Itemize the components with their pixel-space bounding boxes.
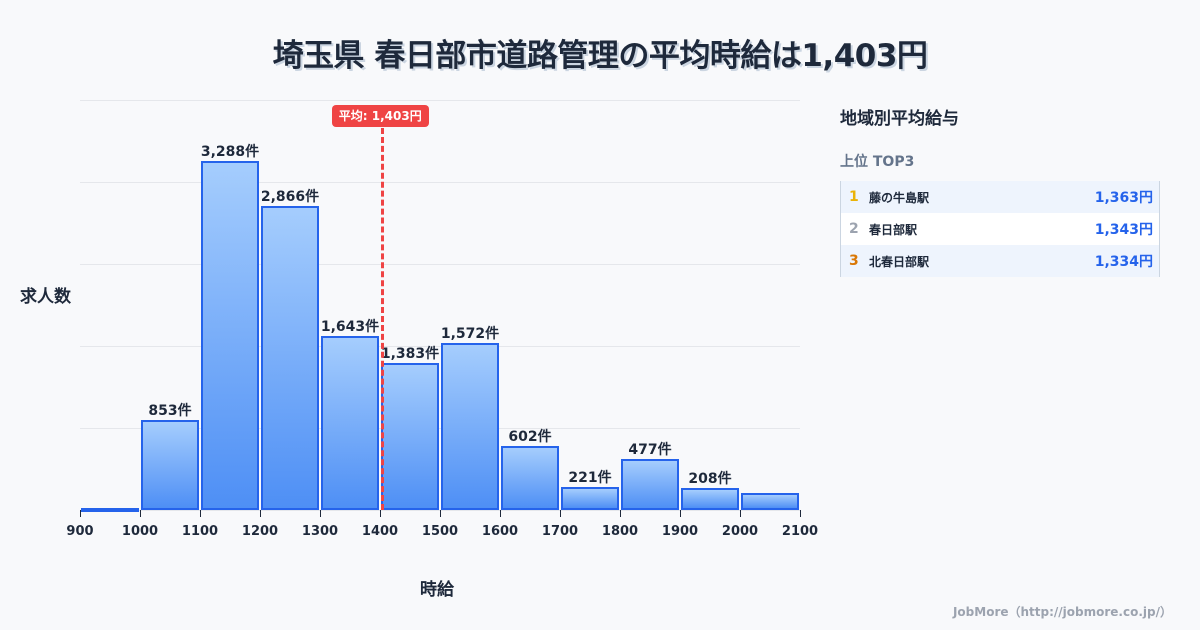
histogram-bar bbox=[321, 335, 379, 510]
regional-salary-panel: 地域別平均給与 上位 TOP3 1 藤の牛島駅 1,363円 2 春日部駅 1,… bbox=[840, 104, 1160, 277]
panel-title: 地域別平均給与 bbox=[840, 109, 959, 129]
x-tick-label: 2100 bbox=[781, 524, 819, 539]
station-name: 北春日部駅 bbox=[869, 254, 930, 269]
x-tick-label: 1300 bbox=[301, 524, 339, 539]
x-tick-label: 1500 bbox=[421, 524, 459, 539]
x-tick bbox=[260, 510, 261, 517]
histogram-bar bbox=[501, 446, 559, 510]
bar-value-label: 602件 bbox=[508, 429, 552, 446]
rank-number: 2 bbox=[849, 221, 859, 237]
gridline bbox=[80, 428, 800, 429]
x-tick bbox=[800, 510, 801, 517]
x-tick bbox=[380, 510, 381, 517]
bar-value-label: 208件 bbox=[688, 470, 732, 487]
x-tick bbox=[560, 510, 561, 517]
average-wage: 1,343円 bbox=[1094, 222, 1153, 238]
x-tick-label: 1200 bbox=[241, 524, 279, 539]
x-tick bbox=[740, 510, 741, 517]
x-tick-label: 1000 bbox=[121, 524, 159, 539]
ranking-row: 2 春日部駅 1,343円 bbox=[841, 213, 1159, 245]
x-tick-label: 2000 bbox=[721, 524, 759, 539]
histogram-bar bbox=[681, 487, 739, 510]
x-tick-label: 1400 bbox=[361, 524, 399, 539]
histogram-bar bbox=[621, 459, 679, 510]
x-tick-label: 900 bbox=[66, 524, 94, 539]
rank-number: 3 bbox=[849, 253, 859, 269]
x-axis-title: 時給 bbox=[420, 580, 454, 600]
gridline bbox=[80, 100, 800, 101]
bar-value-label: 853件 bbox=[148, 402, 192, 419]
average-wage: 1,363円 bbox=[1094, 190, 1153, 206]
footer-credit: JobMore（http://jobmore.co.jp/） bbox=[952, 605, 1172, 619]
bar-value-label: 2,866件 bbox=[260, 188, 320, 205]
gridline bbox=[80, 346, 800, 347]
bar-value-label: 1,572件 bbox=[440, 326, 500, 343]
gridline bbox=[80, 182, 800, 183]
bar-value-label: 3,288件 bbox=[200, 144, 260, 161]
histogram-bar bbox=[741, 493, 799, 510]
x-tick-label: 1800 bbox=[601, 524, 639, 539]
x-tick-label: 1900 bbox=[661, 524, 699, 539]
x-tick bbox=[500, 510, 501, 517]
panel-subtitle: 上位 TOP3 bbox=[840, 154, 915, 170]
average-wage: 1,334円 bbox=[1094, 254, 1153, 270]
average-badge: 平均: 1,403円 bbox=[331, 105, 429, 127]
x-tick-label: 1100 bbox=[181, 524, 219, 539]
x-tick-label: 1700 bbox=[541, 524, 579, 539]
x-tick bbox=[80, 510, 81, 517]
rank-number: 1 bbox=[849, 189, 859, 205]
histogram-bar bbox=[81, 508, 139, 512]
histogram-bar bbox=[561, 486, 619, 510]
x-tick-label: 1600 bbox=[481, 524, 519, 539]
ranking-row: 1 藤の牛島駅 1,363円 bbox=[841, 181, 1159, 213]
x-tick bbox=[140, 510, 141, 517]
x-tick bbox=[440, 510, 441, 517]
histogram-bar bbox=[141, 419, 199, 510]
station-name: 藤の牛島駅 bbox=[869, 190, 930, 205]
average-line bbox=[380, 128, 384, 510]
x-tick bbox=[200, 510, 201, 517]
bar-value-label: 477件 bbox=[628, 442, 672, 459]
y-axis-title: 求人数 bbox=[20, 287, 71, 307]
x-tick bbox=[680, 510, 681, 517]
histogram-bar bbox=[261, 205, 319, 510]
bar-value-label: 1,383件 bbox=[380, 346, 440, 363]
histogram-chart: 求人数 時給 853件 3,288件 2,866件 1,643件 1,383件 1,572… bbox=[20, 100, 818, 600]
ranking-list: 1 藤の牛島駅 1,363円 2 春日部駅 1,343円 3 北春日部駅 1,3… bbox=[840, 181, 1160, 277]
x-tick bbox=[620, 510, 621, 517]
histogram-bar bbox=[441, 343, 499, 510]
gridline bbox=[80, 264, 800, 265]
histogram-bar bbox=[381, 363, 439, 510]
ranking-row: 3 北春日部駅 1,334円 bbox=[841, 245, 1159, 277]
page-title: 埼玉県 春日部市道路管理の平均時給は1,403円 bbox=[272, 38, 928, 74]
x-tick bbox=[320, 510, 321, 517]
station-name: 春日部駅 bbox=[869, 222, 918, 237]
histogram-bar bbox=[201, 161, 259, 510]
bar-value-label: 221件 bbox=[568, 469, 612, 486]
bar-value-label: 1,643件 bbox=[320, 318, 380, 335]
